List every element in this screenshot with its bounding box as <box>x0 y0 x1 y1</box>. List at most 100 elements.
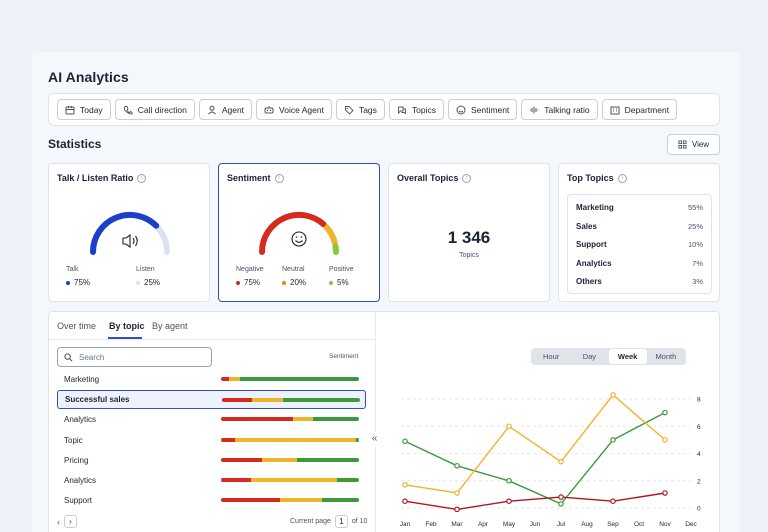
x-tick-label: Jan <box>400 521 411 528</box>
data-point <box>402 498 408 504</box>
sentiment-bar <box>221 437 359 442</box>
filter-chip-call-direction[interactable]: Call direction <box>114 99 195 120</box>
x-tick-label: Jul <box>557 521 566 528</box>
topic-list-item[interactable]: Marketing <box>57 370 366 389</box>
filter-label: Agent <box>221 104 245 115</box>
topic-list-item[interactable]: Analytics <box>57 471 366 490</box>
topic-pct: 10% <box>687 240 703 249</box>
next-page-button[interactable]: › <box>64 515 77 528</box>
filter-chip-sentiment[interactable]: Sentiment <box>448 99 518 120</box>
top-topics-list: Marketing 55% Sales 25% Support 10% Analytics 7… <box>567 194 712 294</box>
filter-bar: Today Call direction Agent Voice Agent Tags T… <box>48 93 720 126</box>
topic-pct: 55% <box>687 203 703 212</box>
filter-chip-topics[interactable]: Topics <box>388 99 445 120</box>
info-icon[interactable]: i <box>274 173 284 183</box>
y-tick-label: 4 <box>697 451 701 458</box>
data-point <box>662 490 668 496</box>
x-tick-label: Oct <box>634 521 644 528</box>
sentiment-bar <box>221 478 359 482</box>
tab-by-agent[interactable]: By agent <box>152 321 188 331</box>
top-topic-row: Support 10% <box>576 240 703 249</box>
filter-chip-department[interactable]: Department <box>601 99 678 120</box>
overall-topics-card[interactable]: Overall Topics i 1 346 Topics <box>388 163 550 302</box>
sentiment-bar-pos <box>240 377 359 381</box>
filter-label: Topics <box>411 104 437 115</box>
tab-by-topic[interactable]: By topic <box>109 321 145 331</box>
topic-list-item[interactable]: Topic <box>57 431 366 450</box>
y-tick-label: 8 <box>697 397 701 404</box>
filter-chip-today[interactable]: Today <box>57 99 111 120</box>
talk-listen-title: Talk / Listen Ratio <box>57 173 134 183</box>
topic-item-label: Analytics <box>64 476 97 485</box>
filter-chip-tags[interactable]: Tags <box>335 99 385 120</box>
filter-chip-agent[interactable]: Agent <box>198 99 253 120</box>
granularity-day[interactable]: Day <box>582 352 597 361</box>
top-topic-row: Marketing 55% <box>576 203 703 212</box>
talk-pct: 75% <box>74 278 91 287</box>
top-topics-title: Top Topics <box>567 173 614 183</box>
neutral-value: 20% <box>282 278 306 287</box>
topic-list-item[interactable]: Analytics <box>57 410 366 429</box>
topic-pct: 3% <box>692 277 703 286</box>
voice-agent-icon <box>264 105 274 113</box>
data-point <box>610 437 616 443</box>
talk-value: 75% <box>66 278 90 287</box>
smile-icon <box>456 105 466 114</box>
collapse-icon[interactable]: « <box>367 432 382 447</box>
granularity-month[interactable]: Month <box>655 352 677 361</box>
data-point <box>454 490 460 496</box>
phone-icon <box>123 105 133 114</box>
filter-chip-voice-agent[interactable]: Voice Agent <box>256 99 332 120</box>
view-button[interactable]: View <box>667 134 720 155</box>
tab-over-time[interactable]: Over time <box>57 321 97 331</box>
overall-topics-title: Overall Topics <box>397 173 459 183</box>
panel-divider <box>375 312 376 532</box>
sentiment-title: Sentiment <box>227 173 271 183</box>
prev-page-icon[interactable]: ‹ <box>57 516 60 527</box>
sentiment-bar-neu <box>229 377 241 381</box>
neutral-arc <box>322 223 339 245</box>
pager-info: Current page 1 of 10 <box>290 515 367 528</box>
data-point <box>454 506 460 513</box>
topic-item-label: Topic <box>64 435 83 445</box>
sentiment-bar-neu <box>251 478 337 482</box>
sentiment-bar-pos <box>336 478 359 482</box>
topic-list-item[interactable]: Successful sales <box>57 390 366 410</box>
topic-list-item[interactable]: Support <box>57 491 366 510</box>
sentiment-bar <box>222 398 360 403</box>
info-icon[interactable]: i <box>617 173 627 183</box>
info-icon[interactable]: i <box>137 173 147 183</box>
listen-pct: 25% <box>144 278 161 287</box>
y-tick-label: 0 <box>697 506 701 513</box>
topic-name: Support <box>576 240 607 249</box>
granularity-hour[interactable]: Hour <box>542 352 560 361</box>
sentiment-bar-neu <box>252 398 283 403</box>
filter-label: Voice Agent <box>279 104 324 115</box>
topic-name: Sales <box>576 221 597 231</box>
page-input[interactable]: 1 <box>334 515 348 528</box>
positive-value: 5% <box>329 278 349 287</box>
y-tick-label: 2 <box>697 478 701 485</box>
sentiment-column-header: Sentiment <box>329 353 359 360</box>
info-icon[interactable]: i <box>462 173 472 183</box>
listen-value: 25% <box>136 278 160 287</box>
granularity-week[interactable]: Week <box>608 349 647 364</box>
sentiment-card[interactable]: Sentiment i Negative 75% Neutral 20% Posi… <box>218 163 380 302</box>
filter-chip-talking-ratio[interactable]: Talking ratio <box>521 99 598 120</box>
page-title: AI Analytics <box>48 69 129 85</box>
waveform-icon <box>530 106 539 113</box>
search-input[interactable]: Search <box>57 347 212 367</box>
filter-label: Talking ratio <box>544 104 590 115</box>
filter-label: Call direction <box>137 104 187 115</box>
data-point <box>506 498 512 504</box>
talk-listen-card[interactable]: Talk / Listen Ratio i Talk 75% Listen 25% <box>48 163 210 302</box>
series-line-2 <box>404 492 666 511</box>
smile-icon <box>291 231 307 247</box>
tab-divider <box>49 339 375 340</box>
topic-list-item[interactable]: Pricing <box>57 451 366 470</box>
user-icon <box>207 105 216 115</box>
filter-label: Department <box>624 104 670 115</box>
data-point <box>558 458 564 465</box>
top-topic-row: Analytics 7% <box>576 259 703 268</box>
top-topics-card[interactable]: Top Topics i Marketing 55% Sales 25% Support 1… <box>558 163 720 302</box>
